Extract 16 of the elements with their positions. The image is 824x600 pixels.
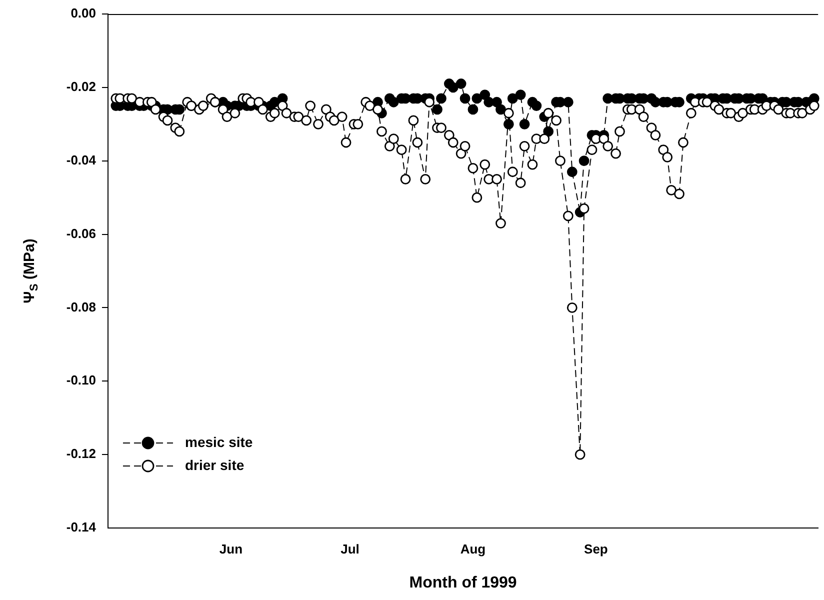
y-tick-label: -0.10	[66, 372, 96, 388]
y-tick-label: 0.00	[70, 6, 96, 21]
legend-label: mesic site	[185, 434, 253, 450]
y-tick-label: -0.04	[66, 152, 97, 168]
y-tick-label: -0.08	[66, 299, 96, 314]
x-tick-label: Aug	[460, 541, 486, 556]
y-axis-title: ΨS (MPa)	[21, 238, 41, 304]
legend-label: drier site	[185, 456, 244, 473]
x-tick-label: Jun	[219, 541, 243, 556]
y-tick-label: -0.06	[66, 226, 96, 241]
y-tick-label: -0.12	[66, 446, 96, 462]
y-tick-label: -0.14	[66, 520, 97, 535]
x-tick-label: Jul	[340, 541, 360, 556]
x-tick-label: Sep	[584, 541, 608, 556]
y-tick-label: -0.02	[66, 79, 96, 94]
x-axis-title: Month of 1999	[409, 574, 517, 592]
